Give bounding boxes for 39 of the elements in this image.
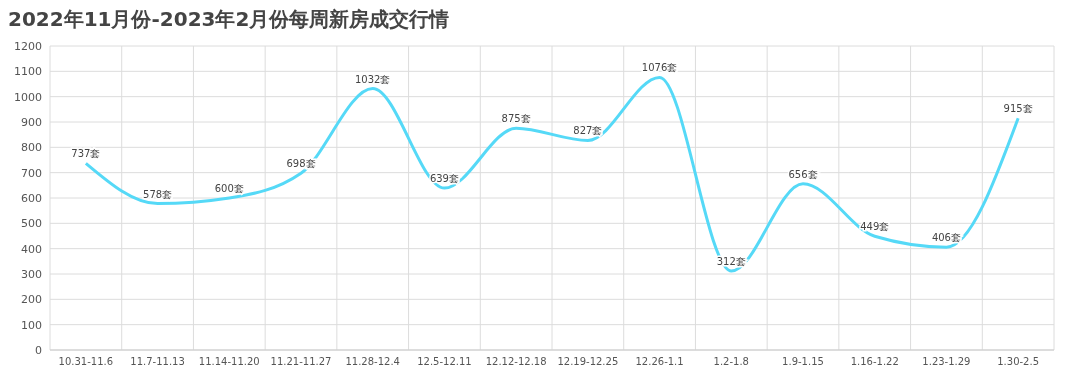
x-tick-label: 12.26-1.1 (635, 356, 684, 368)
data-label: 578套 (143, 188, 173, 200)
data-label: 737套 (71, 148, 101, 160)
data-label: 406套 (931, 232, 961, 244)
data-label: 827套 (573, 125, 603, 137)
y-tick-label: 1000 (14, 90, 42, 104)
data-label: 915套 (1003, 103, 1033, 115)
data-label: 600套 (214, 183, 244, 194)
y-tick-label: 0 (35, 343, 42, 357)
x-tick-label: 1.23-1.29 (922, 356, 971, 368)
y-tick-label: 1200 (14, 39, 42, 53)
data-label: 656套 (788, 168, 818, 180)
y-tick-label: 500 (21, 217, 42, 231)
data-label: 875套 (501, 113, 531, 125)
x-tick-label: 12.12-12.18 (485, 356, 547, 368)
data-label: 1076套 (641, 62, 678, 74)
x-tick-label: 1.30-2.5 (997, 356, 1040, 368)
y-tick-label: 200 (21, 293, 42, 307)
data-label: 449套 (860, 221, 890, 233)
x-tick-label: 12.5-12.11 (417, 356, 472, 368)
x-tick-label: 11.14-11.20 (198, 356, 260, 368)
y-tick-label: 1100 (14, 65, 42, 79)
x-tick-label: 11.7-11.13 (130, 356, 185, 368)
y-tick-label: 100 (21, 318, 42, 332)
chart-title: 2022年11月份-2023年2月份每周新房成交行情 (8, 6, 451, 33)
y-tick-label: 700 (21, 166, 42, 180)
x-tick-label: 11.28-12.4 (345, 356, 400, 368)
data-label: 1032套 (354, 73, 391, 85)
x-tick-label: 10.31-11.6 (58, 356, 114, 368)
y-tick-label: 400 (21, 242, 42, 256)
x-tick-label: 11.21-11.27 (270, 356, 332, 368)
x-tick-label: 1.16-1.22 (850, 356, 899, 368)
y-tick-label: 800 (21, 141, 42, 155)
y-tick-label: 600 (21, 191, 42, 205)
y-tick-label: 300 (21, 267, 42, 281)
y-tick-label: 900 (21, 115, 42, 129)
x-tick-label: 1.9-1.15 (782, 356, 824, 368)
x-tick-label: 1.2-1.8 (713, 356, 749, 368)
x-tick-label: 12.19-12.25 (557, 356, 619, 368)
